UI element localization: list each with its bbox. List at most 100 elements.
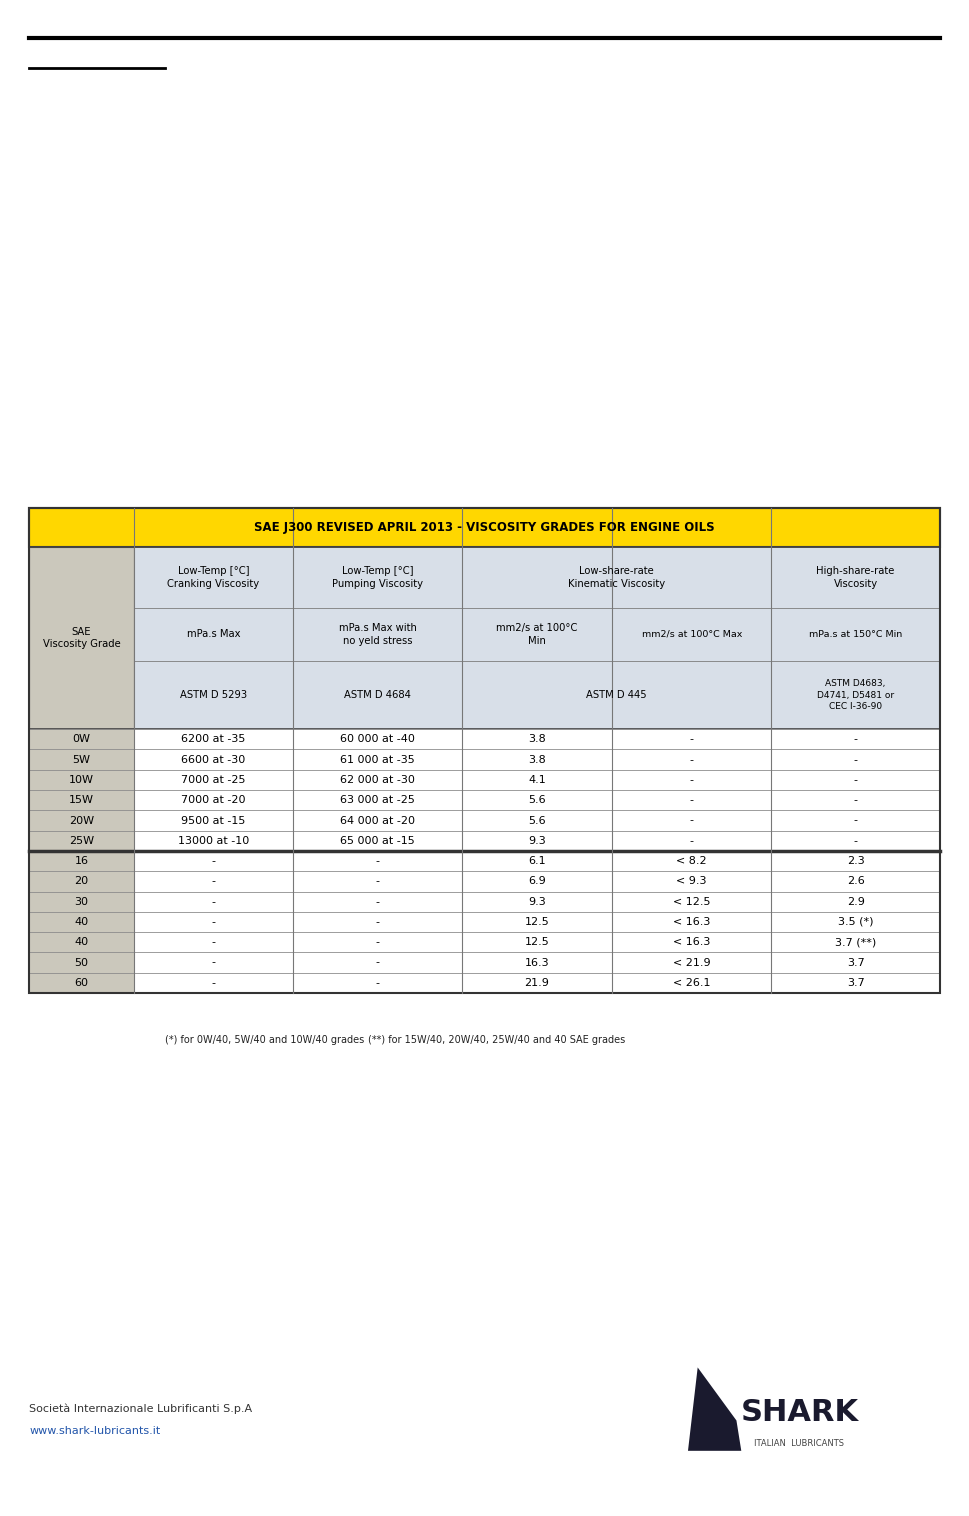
Text: 60 000 at -40: 60 000 at -40 <box>340 734 415 744</box>
Bar <box>612 608 771 661</box>
Bar <box>612 952 771 973</box>
Text: mPa.s Max: mPa.s Max <box>187 629 240 640</box>
Text: 0W: 0W <box>73 734 90 744</box>
Bar <box>29 891 134 911</box>
Bar <box>771 790 940 811</box>
Text: -: - <box>854 734 858 744</box>
Bar <box>134 547 294 608</box>
Text: 12.5: 12.5 <box>524 917 549 926</box>
Bar <box>29 872 134 891</box>
Bar <box>294 831 461 850</box>
Text: High-share-rate
Viscosity: High-share-rate Viscosity <box>817 567 894 588</box>
Text: 6.9: 6.9 <box>528 876 546 887</box>
Text: 9.3: 9.3 <box>528 896 546 907</box>
Bar <box>134 831 294 850</box>
Bar <box>612 749 771 770</box>
Bar <box>612 790 771 811</box>
Text: 3.7 (**): 3.7 (**) <box>835 937 876 948</box>
Text: -: - <box>690 734 694 744</box>
Bar <box>771 952 940 973</box>
Bar <box>134 973 294 993</box>
Text: -: - <box>690 755 694 764</box>
Bar <box>771 811 940 831</box>
Text: < 21.9: < 21.9 <box>672 958 710 967</box>
Bar <box>771 749 940 770</box>
Bar <box>612 891 771 911</box>
Bar <box>134 952 294 973</box>
Text: 7000 at -25: 7000 at -25 <box>181 775 246 785</box>
Bar <box>294 749 461 770</box>
Bar <box>612 770 771 790</box>
Text: < 16.3: < 16.3 <box>673 917 710 926</box>
Text: < 9.3: < 9.3 <box>676 876 707 887</box>
Text: 7000 at -20: 7000 at -20 <box>181 796 246 805</box>
Text: 10W: 10W <box>69 775 94 785</box>
Text: -: - <box>211 876 215 887</box>
Bar <box>294 973 461 993</box>
Text: 3.5 (*): 3.5 (*) <box>838 917 873 926</box>
Bar <box>294 850 461 872</box>
Bar <box>134 891 294 911</box>
Bar <box>294 608 461 661</box>
Bar <box>134 770 294 790</box>
Text: < 8.2: < 8.2 <box>676 857 707 866</box>
Text: 21.9: 21.9 <box>524 978 549 988</box>
Text: mPa.s Max with
no yeld stress: mPa.s Max with no yeld stress <box>338 623 417 646</box>
Text: 2.6: 2.6 <box>847 876 864 887</box>
Bar <box>612 932 771 952</box>
Text: 50: 50 <box>75 958 88 967</box>
Text: -: - <box>211 978 215 988</box>
Bar <box>461 729 612 749</box>
Text: -: - <box>211 937 215 948</box>
Text: ASTM D4683,
D4741, D5481 or
CEC l-36-90: ASTM D4683, D4741, D5481 or CEC l-36-90 <box>817 679 894 711</box>
Text: 20W: 20W <box>69 816 94 826</box>
Bar <box>134 872 294 891</box>
Bar <box>461 952 612 973</box>
Bar <box>612 661 771 729</box>
Bar <box>294 547 461 608</box>
Bar <box>461 891 612 911</box>
Bar <box>29 850 134 872</box>
Text: -: - <box>211 958 215 967</box>
Bar <box>612 973 771 993</box>
Text: Società Internazionale Lubrificanti S.p.A: Società Internazionale Lubrificanti S.p.… <box>29 1404 252 1414</box>
Text: 3.8: 3.8 <box>528 755 546 764</box>
Bar <box>612 850 771 872</box>
Text: Low-Temp [°C]
Pumping Viscosity: Low-Temp [°C] Pumping Viscosity <box>332 567 423 588</box>
Text: mPa.s at 150°C Min: mPa.s at 150°C Min <box>809 631 902 638</box>
Bar <box>134 790 294 811</box>
Bar <box>29 932 134 952</box>
Bar <box>771 911 940 932</box>
Text: -: - <box>211 857 215 866</box>
Bar <box>29 952 134 973</box>
Text: 16.3: 16.3 <box>524 958 549 967</box>
Text: 6600 at -30: 6600 at -30 <box>181 755 246 764</box>
Bar <box>612 911 771 932</box>
Text: -: - <box>854 775 858 785</box>
Bar <box>29 508 940 993</box>
Text: SAE
Viscosity Grade: SAE Viscosity Grade <box>43 628 120 649</box>
Text: -: - <box>854 816 858 826</box>
Text: 5.6: 5.6 <box>528 816 546 826</box>
Bar <box>461 872 612 891</box>
Bar <box>134 811 294 831</box>
Text: -: - <box>854 835 858 846</box>
Text: 3.8: 3.8 <box>528 734 546 744</box>
Text: -: - <box>375 876 380 887</box>
Bar <box>294 872 461 891</box>
Text: 4.1: 4.1 <box>528 775 546 785</box>
Bar <box>134 932 294 952</box>
Text: 3.7: 3.7 <box>847 958 864 967</box>
Text: -: - <box>690 835 694 846</box>
Text: 3.7: 3.7 <box>847 978 864 988</box>
Bar <box>134 911 294 932</box>
Text: 9.3: 9.3 <box>528 835 546 846</box>
Text: mm2/s at 100°C
Min: mm2/s at 100°C Min <box>496 623 578 646</box>
Polygon shape <box>688 1367 741 1451</box>
Text: SHARK: SHARK <box>740 1398 859 1428</box>
Bar <box>461 770 612 790</box>
Bar <box>461 811 612 831</box>
Text: (**) for 15W/40, 20W/40, 25W/40 and 40 SAE grades: (**) for 15W/40, 20W/40, 25W/40 and 40 S… <box>368 1035 625 1046</box>
Text: 5W: 5W <box>73 755 90 764</box>
Text: < 16.3: < 16.3 <box>673 937 710 948</box>
